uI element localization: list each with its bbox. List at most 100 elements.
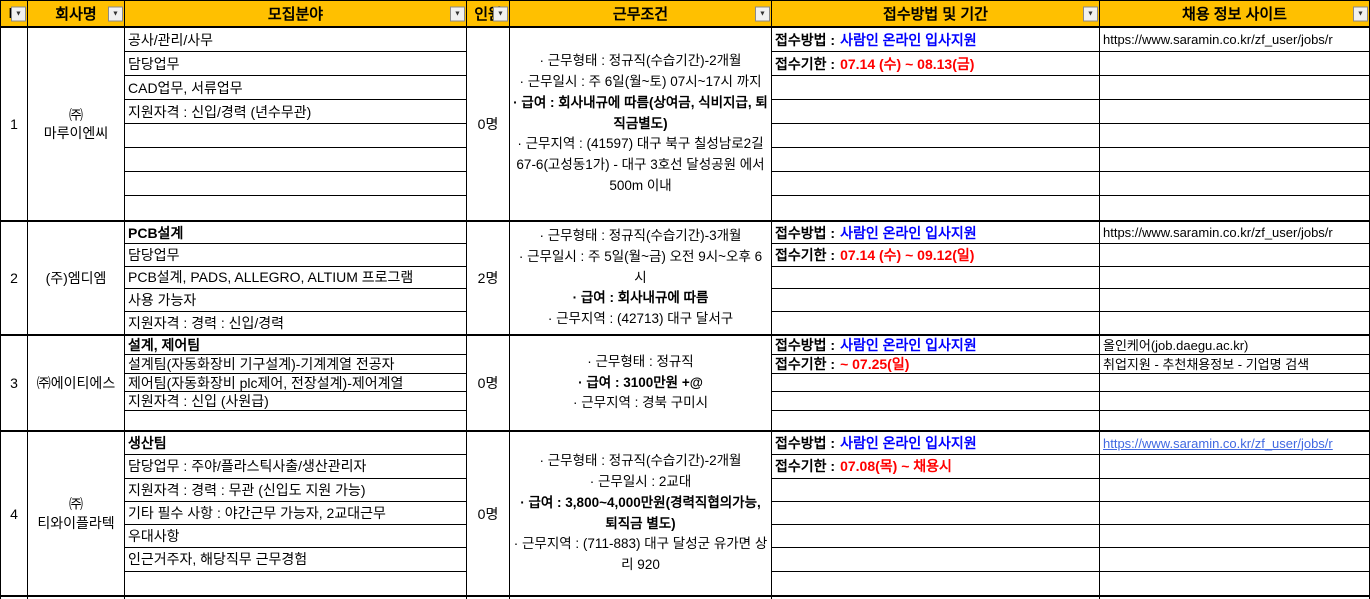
field-cell-empty[interactable]	[125, 148, 466, 172]
filter-dropdown-icon[interactable]: ▼	[11, 6, 26, 21]
empty-cell[interactable]	[1100, 148, 1369, 172]
field-cell[interactable]: 공사/관리/사무	[125, 28, 466, 52]
field-cell[interactable]: 지원자격 : 신입/경력 (년수무관)	[125, 100, 466, 124]
field-cell[interactable]: 담당업무 : 주야/플라스틱사출/생산관리자	[125, 455, 466, 479]
field-cell[interactable]: CAD업무, 서류업무	[125, 76, 466, 100]
empty-cell[interactable]	[1100, 289, 1369, 312]
empty-cell[interactable]	[772, 572, 1099, 595]
site-name-cell[interactable]: 올인케어(job.daegu.ac.kr)	[1100, 336, 1369, 355]
header-cell-field[interactable]: 모집분야 ▼	[125, 1, 467, 26]
field-cell-title[interactable]: 설계, 제어팀	[125, 336, 466, 355]
conditions-cell[interactable]: · 근무형태 : 정규직(수습기간)-2개월 · 근무일시 : 주 6일(월~토…	[510, 28, 772, 220]
field-cell[interactable]: 인근거주자, 해당직무 근무경험	[125, 548, 466, 572]
empty-cell[interactable]	[772, 196, 1099, 220]
header-cell-apply[interactable]: 접수방법 및 기간 ▼	[772, 1, 1100, 26]
empty-cell[interactable]	[1100, 455, 1369, 479]
empty-cell[interactable]	[1100, 196, 1369, 220]
headcount-cell[interactable]: 0명	[467, 336, 510, 430]
empty-cell[interactable]	[772, 289, 1099, 312]
empty-cell[interactable]	[772, 548, 1099, 572]
field-cell-title[interactable]: 생산팀	[125, 432, 466, 456]
empty-cell[interactable]	[1100, 124, 1369, 148]
apply-deadline-cell[interactable]: 접수기한 : 07.08(목) ~ 채용시	[772, 455, 1099, 479]
headcount-cell[interactable]: 2명	[467, 222, 510, 334]
site-url-cell[interactable]: https://www.saramin.co.kr/zf_user/jobs/r	[1100, 28, 1369, 52]
empty-cell[interactable]	[1100, 548, 1369, 572]
conditions-cell[interactable]: · 근무형태 : 정규직 · 급여 : 3100만원 +@ · 근무지역 : 경…	[510, 336, 772, 430]
field-cell-empty[interactable]	[125, 172, 466, 196]
field-cell-empty[interactable]	[125, 124, 466, 148]
empty-cell[interactable]	[1100, 502, 1369, 526]
empty-cell[interactable]	[772, 392, 1099, 412]
apply-method-cell[interactable]: 접수방법 : 사람인 온라인 입사지원	[772, 28, 1099, 52]
empty-cell[interactable]	[1100, 267, 1369, 290]
row-number-cell[interactable]: 2	[0, 222, 28, 334]
field-cell[interactable]: 지원자격 : 경력 : 신입/경력	[128, 314, 285, 331]
field-cell[interactable]: 담당업무	[125, 52, 466, 76]
field-cell-empty[interactable]	[125, 196, 466, 220]
empty-cell[interactable]	[1100, 572, 1369, 595]
empty-cell[interactable]	[772, 502, 1099, 526]
empty-cell[interactable]	[772, 479, 1099, 502]
header-cell-conditions[interactable]: 근무조건 ▼	[510, 1, 772, 26]
apply-method-cell[interactable]: 접수방법 : 사람인 온라인 입사지원	[772, 432, 1099, 456]
empty-cell[interactable]	[1100, 244, 1369, 267]
empty-cell[interactable]	[1100, 100, 1369, 124]
empty-cell[interactable]	[772, 525, 1099, 549]
filter-dropdown-icon[interactable]: ▼	[1353, 6, 1368, 21]
filter-dropdown-icon[interactable]: ▼	[108, 6, 123, 21]
empty-cell[interactable]	[1100, 411, 1369, 430]
site-path-cell[interactable]: 취업지원 - 추천채용정보 - 기업명 검색	[1100, 355, 1369, 374]
field-cell-empty[interactable]	[125, 411, 466, 430]
field-cell[interactable]: PCB설계, PADS, ALLEGRO, ALTIUM 프로그램	[125, 267, 466, 290]
field-cell[interactable]: 우대사항	[125, 525, 466, 549]
empty-cell[interactable]	[772, 411, 1099, 430]
empty-cell[interactable]	[1100, 312, 1369, 334]
header-cell-no[interactable]: N ▼	[0, 1, 28, 26]
conditions-cell[interactable]: · 근무형태 : 정규직(수습기간)-2개월 · 근무일시 : 2교대 · 급여…	[510, 432, 772, 595]
filter-dropdown-icon[interactable]: ▼	[450, 6, 465, 21]
row-number-cell[interactable]: 3	[0, 336, 28, 430]
company-cell[interactable]: ㈜ 마루이엔씨	[28, 28, 125, 220]
header-cell-headcount[interactable]: 인원 ▼	[467, 1, 510, 26]
empty-cell[interactable]	[1100, 525, 1369, 549]
empty-cell[interactable]	[1100, 52, 1369, 76]
empty-cell[interactable]	[772, 374, 1099, 393]
empty-cell[interactable]	[772, 148, 1099, 172]
empty-cell[interactable]	[1100, 479, 1369, 502]
empty-cell[interactable]	[772, 76, 1099, 100]
apply-deadline-cell[interactable]: 접수기한 : 07.14 (수) ~ 08.13(금)	[772, 52, 1099, 76]
filter-dropdown-icon[interactable]: ▼	[493, 6, 508, 21]
apply-method-cell[interactable]: 접수방법 : 사람인 온라인 입사지원	[772, 222, 1099, 245]
empty-cell[interactable]	[772, 312, 1099, 334]
headcount-cell[interactable]: 0명	[467, 28, 510, 220]
empty-cell[interactable]	[772, 100, 1099, 124]
empty-cell[interactable]	[772, 124, 1099, 148]
row-number-cell[interactable]: 1	[0, 28, 28, 220]
headcount-cell[interactable]: 0명	[467, 432, 510, 595]
site-url-link[interactable]: https://www.saramin.co.kr/zf_user/jobs/r	[1100, 432, 1369, 456]
filter-dropdown-icon[interactable]: ▼	[1083, 6, 1098, 21]
empty-cell[interactable]	[1100, 172, 1369, 196]
row-number-cell[interactable]: 4	[0, 432, 28, 595]
company-cell[interactable]: ㈜ 티와이플라텍	[28, 432, 125, 595]
empty-cell[interactable]	[772, 172, 1099, 196]
header-cell-company[interactable]: 회사명 ▼	[28, 1, 125, 26]
field-cell[interactable]: 설계팀(자동화장비 기구설계)-기계계열 전공자	[125, 355, 466, 374]
apply-deadline-cell[interactable]: 접수기한 : ~ 07.25(일)	[772, 355, 1099, 374]
field-cell[interactable]: 담당업무	[125, 244, 466, 267]
company-cell[interactable]: (주)엠디엠	[28, 222, 125, 334]
field-cell[interactable]: 지원자격 : 신입 (사원급)	[125, 392, 466, 412]
conditions-cell[interactable]: · 근무형태 : 정규직(수습기간)-3개월 · 근무일시 : 주 5일(월~금…	[510, 222, 772, 334]
header-cell-site[interactable]: 채용 정보 사이트 ▼	[1100, 1, 1370, 26]
field-cell[interactable]: 제어팀(자동화장비 plc제어, 전장설계)-제어계열	[125, 374, 466, 393]
empty-cell[interactable]	[1100, 392, 1369, 412]
company-cell[interactable]: ㈜에이티에스	[28, 336, 125, 430]
field-cell[interactable]: 지원자격 : 경력 : 무관 (신입도 지원 가능)	[125, 479, 466, 502]
apply-deadline-cell[interactable]: 접수기한 : 07.14 (수) ~ 09.12(일)	[772, 244, 1099, 267]
empty-cell[interactable]	[1100, 374, 1369, 393]
field-cell[interactable]: 사용 가능자	[125, 289, 466, 312]
empty-cell[interactable]	[772, 267, 1099, 290]
empty-cell[interactable]	[1100, 76, 1369, 100]
apply-method-cell[interactable]: 접수방법 : 사람인 온라인 입사지원	[772, 336, 1099, 355]
